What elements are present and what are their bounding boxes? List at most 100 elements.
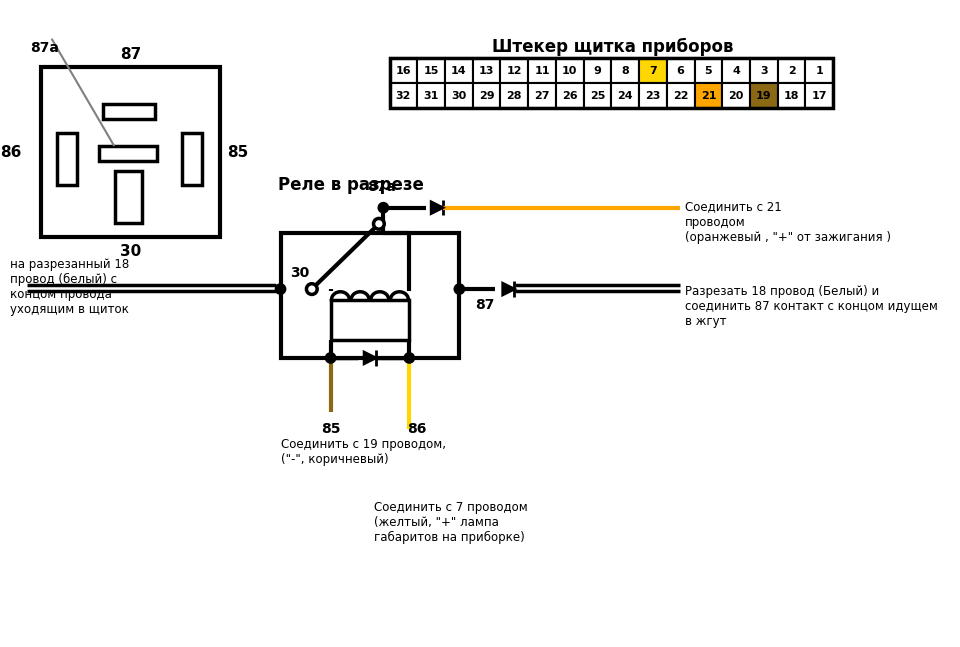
Circle shape [306,283,317,294]
Text: 87a: 87a [367,181,396,194]
Bar [330,300,409,340]
Bar [584,83,612,109]
Bar [778,58,805,83]
Text: 32: 32 [396,91,411,101]
Bar [418,83,445,109]
Text: 19: 19 [756,91,772,101]
Bar [41,67,220,237]
Bar [99,146,157,161]
Text: 23: 23 [645,91,660,101]
Bar [115,171,142,223]
Bar [472,58,500,83]
Bar [639,58,667,83]
Circle shape [326,353,335,362]
Text: 85: 85 [227,145,248,160]
Text: 10: 10 [563,66,578,76]
Bar [694,58,722,83]
Polygon shape [503,283,515,295]
Bar [805,83,833,109]
Text: 4: 4 [732,66,740,76]
Polygon shape [431,202,443,214]
Text: 12: 12 [507,66,522,76]
Bar [694,83,722,109]
Text: Соединить с 7 проводом
(желтый, "+" лампа
габаритов на приборке): Соединить с 7 проводом (желтый, "+" ламп… [373,501,527,544]
Text: Соединить с 21
проводом
(оранжевый , "+" от зажигания ): Соединить с 21 проводом (оранжевый , "+"… [684,201,891,243]
Circle shape [276,285,285,294]
Text: 28: 28 [507,91,522,101]
Bar [612,83,639,109]
Text: 1: 1 [815,66,823,76]
Text: 27: 27 [535,91,550,101]
Bar [390,58,418,83]
Text: 9: 9 [593,66,602,76]
Text: 5: 5 [705,66,712,76]
Text: Соединить с 19 проводом,
("-", коричневый): Соединить с 19 проводом, ("-", коричневы… [281,439,446,466]
Bar [57,133,77,185]
Text: 21: 21 [701,91,716,101]
Text: 15: 15 [423,66,439,76]
Text: Разрезать 18 провод (Белый) и
соединить 87 контакт с концом идущем
в жгут: Разрезать 18 провод (Белый) и соединить … [684,285,938,327]
Bar [104,104,156,119]
Bar [280,233,459,358]
Text: 85: 85 [321,422,341,436]
Text: 7: 7 [649,66,657,76]
Text: 6: 6 [677,66,684,76]
Text: 87: 87 [120,47,141,62]
Text: на разрезанный 18
провод (белый) с
концом провода
уходящим в щиток: на разрезанный 18 провод (белый) с концо… [10,258,129,316]
Bar [556,83,584,109]
Circle shape [405,353,414,362]
Text: 86: 86 [0,145,21,160]
Bar [750,58,778,83]
Text: 26: 26 [562,91,578,101]
Bar [722,83,750,109]
Text: 13: 13 [479,66,494,76]
Bar [722,58,750,83]
Text: 22: 22 [673,91,688,101]
Text: 25: 25 [589,91,605,101]
Bar [667,58,694,83]
Bar [778,83,805,109]
Text: 31: 31 [423,91,439,101]
Text: 20: 20 [729,91,744,101]
Bar [472,83,500,109]
Text: 24: 24 [617,91,633,101]
Bar [390,58,833,109]
Text: 30: 30 [291,266,310,280]
Text: 18: 18 [783,91,800,101]
Text: 87: 87 [474,298,494,312]
Bar [556,58,584,83]
Text: 29: 29 [479,91,494,101]
Bar [500,58,528,83]
Bar [445,58,472,83]
Text: 30: 30 [120,244,141,259]
Text: Реле в разрезе: Реле в разрезе [277,177,423,194]
Bar [750,83,778,109]
Bar [528,58,556,83]
Text: 14: 14 [451,66,467,76]
Text: 86: 86 [407,422,426,436]
Circle shape [455,285,464,294]
Text: 2: 2 [787,66,796,76]
Bar [584,58,612,83]
Bar [418,58,445,83]
Bar [445,83,472,109]
Text: 11: 11 [535,66,550,76]
Text: 17: 17 [811,91,827,101]
Circle shape [373,219,384,229]
Text: Штекер щитка приборов: Штекер щитка приборов [492,38,733,56]
Bar [500,83,528,109]
Polygon shape [364,352,375,364]
Bar [390,83,418,109]
Text: 8: 8 [621,66,629,76]
Bar [612,58,639,83]
Text: 87a: 87a [30,41,59,54]
Text: 16: 16 [396,66,411,76]
Bar [667,83,694,109]
Bar [805,58,833,83]
Bar [528,83,556,109]
Bar [182,133,202,185]
Text: 3: 3 [760,66,768,76]
Circle shape [379,203,388,212]
Text: 30: 30 [451,91,467,101]
Bar [639,83,667,109]
